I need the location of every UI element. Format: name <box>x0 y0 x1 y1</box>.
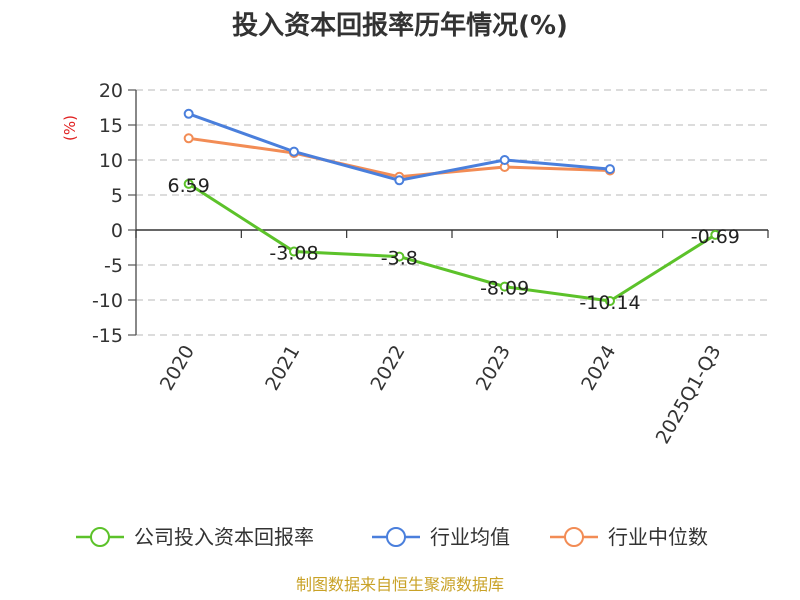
legend-marker <box>90 527 110 547</box>
x-tick-label: 2025Q1-Q3 <box>652 342 726 448</box>
legend-label: 行业均值 <box>430 525 510 549</box>
x-tick-label: 2020 <box>156 342 199 395</box>
data-point <box>605 295 615 306</box>
y-tick-label: 10 <box>99 150 123 172</box>
data-label: 6.59 <box>168 175 210 197</box>
chart-title: 投入资本回报率历年情况(%) <box>232 10 568 41</box>
legend-marker <box>564 527 584 547</box>
series-line <box>187 182 717 303</box>
series-line <box>188 136 611 179</box>
y-tick-label: 20 <box>99 80 123 102</box>
data-labels: 6.59 -3.08 -3.8 -8.09 -10.14 -0.69 <box>168 175 740 314</box>
data-label: -0.69 <box>691 226 740 248</box>
x-tick-label: 2024 <box>577 342 620 395</box>
source-note: 制图数据来自恒生聚源数据库 <box>296 575 504 594</box>
y-tick-label: 5 <box>111 185 123 207</box>
data-point <box>710 229 721 240</box>
legend: 公司投入资本回报率 行业均值 行业中位数 <box>76 525 708 549</box>
data-point <box>394 175 405 186</box>
data-point <box>289 246 299 257</box>
data-point <box>394 251 405 262</box>
y-tick-label: -5 <box>104 255 123 277</box>
legend-marker <box>386 527 406 547</box>
series-lines <box>183 108 721 306</box>
data-label: -8.09 <box>480 278 529 300</box>
x-tick-label: 2022 <box>366 342 409 395</box>
y-tick-label: -15 <box>92 325 123 347</box>
y-axis-label: (%) <box>61 115 79 141</box>
x-tick-label: 2023 <box>472 341 515 394</box>
data-point <box>605 164 615 175</box>
x-tick-label: 2021 <box>261 342 304 395</box>
data-label: -10.14 <box>579 292 640 314</box>
data-point <box>499 281 510 292</box>
data-label: -3.08 <box>269 243 318 265</box>
data-point <box>183 108 194 119</box>
data-point <box>289 146 299 157</box>
grid-lines <box>136 89 768 336</box>
y-tick-label: -10 <box>92 290 123 312</box>
data-point <box>183 178 194 189</box>
data-point <box>183 133 194 144</box>
y-tick-label: 0 <box>111 220 123 242</box>
data-point <box>499 155 510 165</box>
y-tick-label: 15 <box>99 115 123 137</box>
legend-label: 行业中位数 <box>608 525 708 549</box>
legend-label: 公司投入资本回报率 <box>134 525 314 549</box>
data-label: -3.8 <box>381 248 418 270</box>
